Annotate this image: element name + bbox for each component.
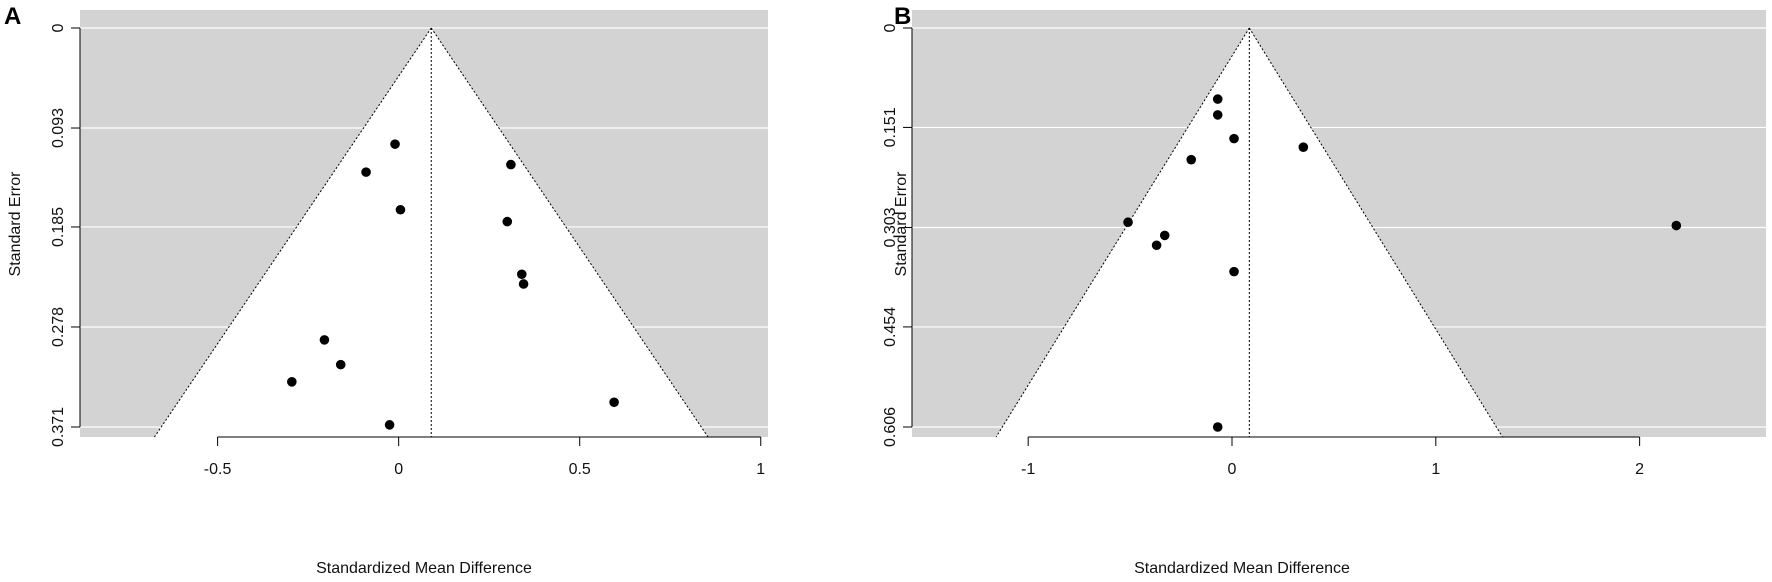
panel-label-a: A xyxy=(4,3,21,30)
y-tick-label-b-1: 0.151 xyxy=(882,107,899,147)
data-point-a-11 xyxy=(384,420,395,430)
data-point-a-10 xyxy=(609,397,619,408)
y-tick-label-a-3: 0.278 xyxy=(50,307,67,347)
data-point-b-2 xyxy=(1229,133,1239,144)
data-point-b-6 xyxy=(1159,230,1170,241)
y-axis-title-b: Standard Error xyxy=(893,171,910,277)
data-point-a-3 xyxy=(395,204,406,215)
data-point-a-8 xyxy=(335,359,346,370)
data-point-b-0 xyxy=(1212,94,1223,104)
x-tick-label-a-2: 0.5 xyxy=(569,461,591,478)
data-point-a-9 xyxy=(287,377,297,387)
data-point-a-6 xyxy=(518,279,529,289)
data-point-b-8 xyxy=(1229,266,1239,277)
x-tick-label-a-1: 0 xyxy=(394,461,403,478)
x-tick-label-b-0: -1 xyxy=(1021,461,1035,478)
funnel-edge-right-b xyxy=(1248,27,1503,438)
data-point-a-1 xyxy=(361,167,371,177)
data-point-b-4 xyxy=(1186,154,1197,165)
funnel-edge-left-b xyxy=(995,27,1250,438)
data-point-b-9 xyxy=(1671,220,1682,231)
y-tick-label-b-3: 0.454 xyxy=(882,307,899,347)
y-tick-label-a-2: 0.185 xyxy=(50,207,67,247)
x-axis-title-b: Standardized Mean Difference xyxy=(1134,560,1350,577)
x-tick-label-b-1: 0 xyxy=(1228,461,1237,478)
y-tick-label-a-1: 0.093 xyxy=(50,108,67,148)
data-point-a-4 xyxy=(502,216,513,227)
y-tick-label-b-4: 0.606 xyxy=(882,407,899,447)
y-axis-title-a: Standard Error xyxy=(7,171,24,277)
funnel-plot-panel-a: 0 0.093 0.185 0.278 0.371 -0.5 0 0.5 1 A Standard … xyxy=(4,3,768,577)
x-axis-title-a: Standardized Mean Difference xyxy=(316,560,532,577)
x-tick-label-b-2: 1 xyxy=(1431,461,1440,478)
data-point-b-5 xyxy=(1123,217,1133,228)
x-tick-label-a-0: -0.5 xyxy=(204,461,232,478)
y-tick-label-a-0: 0 xyxy=(50,23,67,32)
data-point-a-2 xyxy=(506,159,516,170)
data-point-a-0 xyxy=(390,139,400,149)
data-point-a-5 xyxy=(516,269,527,280)
data-point-b-1 xyxy=(1212,110,1223,120)
data-point-b-7 xyxy=(1151,240,1162,251)
data-point-b-3 xyxy=(1298,142,1309,152)
x-tick-label-a-3: 1 xyxy=(756,461,765,478)
y-tick-label-a-4: 0.371 xyxy=(50,407,67,447)
x-tick-label-b-3: 2 xyxy=(1635,461,1644,478)
panel-label-b: B xyxy=(894,3,911,30)
data-point-b-10 xyxy=(1212,422,1223,432)
y-tick-label-b-2: 0.303 xyxy=(882,207,899,247)
data-point-a-7 xyxy=(319,335,330,345)
funnel-plot-panel-b: 0 0.151 0.303 0.454 0.606 -1 0 1 2 B Standard Erro… xyxy=(882,3,1766,577)
y-tick-label-b-0: 0 xyxy=(882,23,899,32)
